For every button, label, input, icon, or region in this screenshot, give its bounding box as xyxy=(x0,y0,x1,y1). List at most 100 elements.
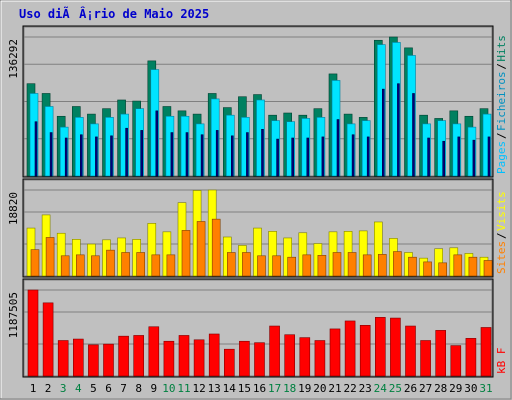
bar-kbytes-10 xyxy=(163,340,175,377)
bar-sites-29 xyxy=(453,254,463,277)
bar-sites-10 xyxy=(166,254,176,277)
bar-ficheiros-16 xyxy=(256,99,265,177)
bar-ficheiros-10 xyxy=(165,115,175,177)
x-tick-label-6: 6 xyxy=(105,382,112,395)
bar-ficheiros-15 xyxy=(241,117,250,177)
bar-kbytes-28 xyxy=(435,330,447,377)
bar-kbytes-25 xyxy=(390,317,401,377)
bar-sites-8 xyxy=(136,252,145,277)
bar-sites-11 xyxy=(181,230,191,277)
x-tick-label-30: 30 xyxy=(464,382,477,395)
bar-pages-20 xyxy=(321,136,325,177)
bar-sites-1 xyxy=(30,249,40,277)
bar-ficheiros-26 xyxy=(407,55,416,177)
bar-ficheiros-19 xyxy=(301,118,311,177)
bar-pages-30 xyxy=(472,139,476,177)
bar-kbytes-24 xyxy=(374,317,386,377)
bar-kbytes-19 xyxy=(299,337,311,377)
bar-sites-19 xyxy=(302,254,312,277)
bar-pages-1 xyxy=(34,121,38,177)
bar-sites-4 xyxy=(76,254,85,277)
bar-kbytes-11 xyxy=(178,335,190,377)
x-tick-label-29: 29 xyxy=(449,382,462,395)
bar-sites-15 xyxy=(242,252,251,277)
x-tick-label-15: 15 xyxy=(238,382,251,395)
bar-ficheiros-18 xyxy=(286,121,296,177)
bar-sites-23 xyxy=(362,254,372,277)
legend-separator: / xyxy=(495,132,508,139)
x-tick-label-12: 12 xyxy=(192,382,205,395)
x-tick-label-31: 31 xyxy=(479,382,492,395)
bar-pages-17 xyxy=(276,138,279,177)
bar-ficheiros-7 xyxy=(120,113,129,177)
bar-pages-23 xyxy=(366,136,370,177)
bar-kbytes-18 xyxy=(284,334,296,377)
legend-kb-f: kB F xyxy=(495,348,508,375)
bar-sites-6 xyxy=(106,249,115,277)
x-tick-label-14: 14 xyxy=(223,382,237,395)
bar-pages-11 xyxy=(185,132,189,177)
bar-kbytes-30 xyxy=(465,338,477,377)
bar-pages-7 xyxy=(125,127,128,177)
legend-hits-files-pages: Pages/Ficheiros/Hits xyxy=(495,35,508,174)
x-tick-label-11: 11 xyxy=(177,382,190,395)
bar-kbytes-9 xyxy=(148,326,160,377)
x-tick-label-5: 5 xyxy=(90,382,97,395)
bar-pages-27 xyxy=(427,137,430,177)
bar-ficheiros-9 xyxy=(150,69,160,177)
legend-separator: / xyxy=(495,232,508,239)
bar-sites-9 xyxy=(151,254,161,277)
bar-pages-10 xyxy=(170,132,174,177)
bar-sites-25 xyxy=(393,251,402,277)
x-tick-label-19: 19 xyxy=(298,382,311,395)
legend-kbytes: kB F xyxy=(495,348,508,375)
bar-kbytes-14 xyxy=(224,348,235,377)
legend-visits: Visits xyxy=(495,191,508,231)
x-tick-label-10: 10 xyxy=(162,382,175,395)
bar-sites-3 xyxy=(60,255,70,277)
bar-ficheiros-17 xyxy=(271,120,280,177)
bar-kbytes-8 xyxy=(133,335,144,377)
bar-pages-14 xyxy=(231,135,234,177)
x-tick-label-9: 9 xyxy=(150,382,157,395)
bar-kbytes-29 xyxy=(450,345,462,377)
bar-pages-28 xyxy=(442,140,446,177)
bar-sites-17 xyxy=(272,255,281,277)
bar-ficheiros-6 xyxy=(105,117,114,177)
bar-ficheiros-23 xyxy=(361,120,371,177)
x-tick-label-13: 13 xyxy=(208,382,221,395)
bar-pages-6 xyxy=(110,135,113,177)
legend-pages: Pages xyxy=(495,141,508,174)
bar-ficheiros-5 xyxy=(90,123,99,177)
bar-ficheiros-30 xyxy=(467,126,477,177)
bar-ficheiros-20 xyxy=(316,117,326,177)
bar-ficheiros-22 xyxy=(346,123,356,177)
bar-kbytes-2 xyxy=(42,302,54,377)
legend-separator: / xyxy=(495,63,508,70)
panel-kbytes: 1187505 kB F xyxy=(7,278,508,378)
bar-kbytes-20 xyxy=(314,340,326,377)
bar-sites-2 xyxy=(45,237,55,277)
x-tick-label-27: 27 xyxy=(419,382,432,395)
x-axis-labels: 1 2 3 4 5 6 7 8 9 10 11 12 13 14 15 16 17 18 19 20 21 22 23 24 2… xyxy=(30,382,493,395)
bar-sites-7 xyxy=(121,252,130,277)
x-tick-label-24: 24 xyxy=(374,382,388,395)
x-tick-label-4: 4 xyxy=(75,382,82,395)
bar-pages-29 xyxy=(457,136,461,177)
x-tick-label-23: 23 xyxy=(359,382,372,395)
bar-kbytes-3 xyxy=(57,340,69,377)
legend-sites: Sites xyxy=(495,241,508,274)
bar-kbytes-5 xyxy=(88,344,99,377)
bar-pages-5 xyxy=(95,136,98,177)
legend-ficheiros: Ficheiros xyxy=(495,71,508,131)
bar-ficheiros-4 xyxy=(75,117,84,177)
bar-pages-22 xyxy=(351,134,355,177)
x-tick-label-17: 17 xyxy=(268,382,281,395)
bar-sites-18 xyxy=(287,256,297,277)
bar-pages-16 xyxy=(261,129,264,177)
bar-kbytes-27 xyxy=(420,340,431,377)
legend-hits: Hits xyxy=(495,35,508,62)
x-tick-label-26: 26 xyxy=(404,382,417,395)
bar-ficheiros-11 xyxy=(180,115,190,177)
